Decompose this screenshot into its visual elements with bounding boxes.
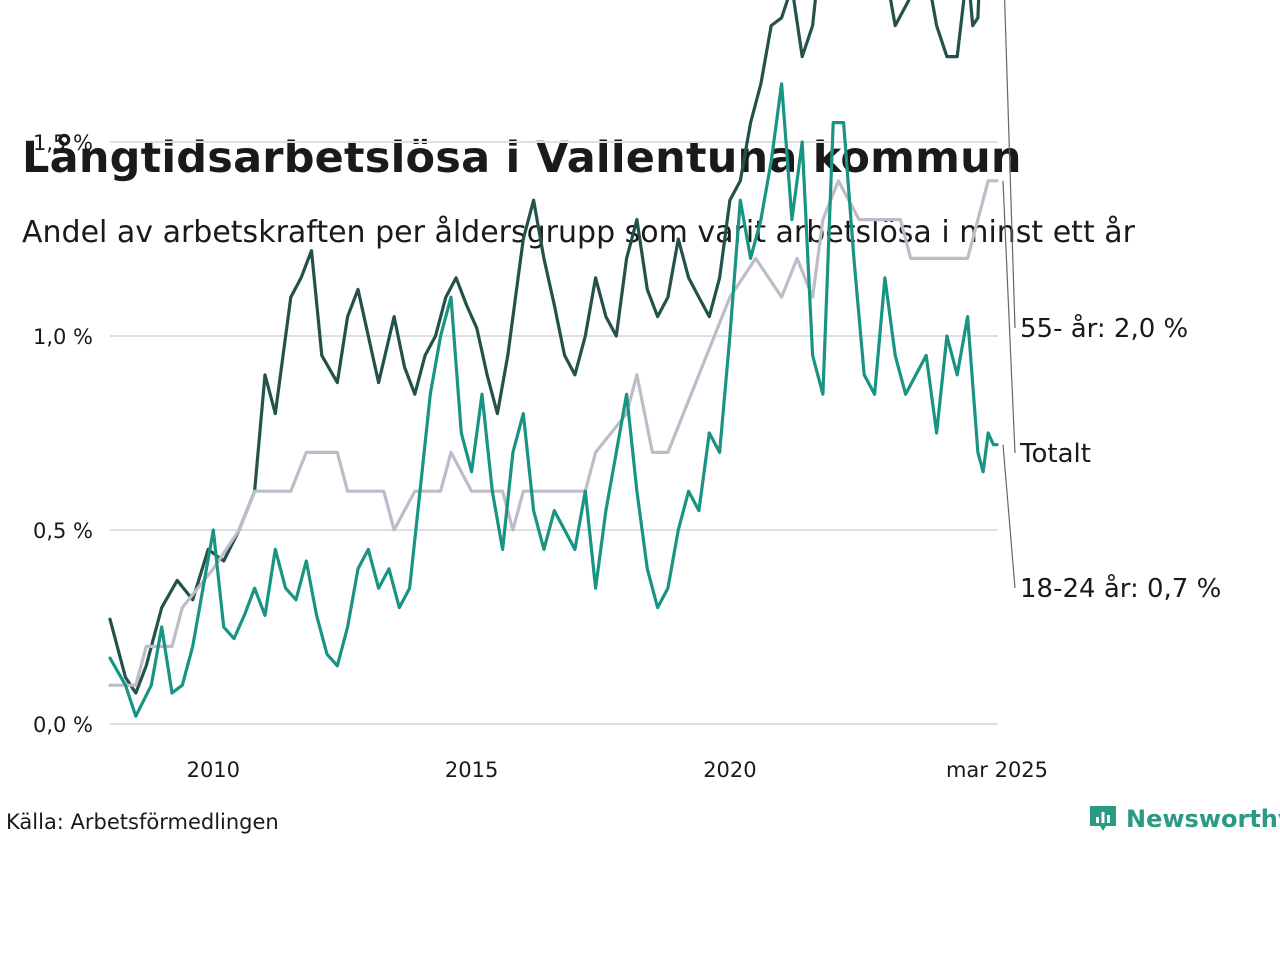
y-tick-label: 1,0 % (33, 325, 93, 349)
line-chart: 0,0 %0,5 %1,0 %1,5 %2,0 % 201020152020ma… (33, 0, 1221, 782)
x-tick-label: mar 2025 (946, 758, 1048, 782)
gridlines (110, 141, 998, 725)
label-leader-line (1002, 180, 1016, 454)
x-tick-label: 2020 (703, 758, 756, 782)
y-tick-label: 0,0 % (33, 713, 93, 737)
x-tick-label: 2010 (187, 758, 240, 782)
x-axis-ticks: 2010 2015 2020 mar 2025 (187, 758, 1048, 782)
chart-subtitle: Andel av arbetskraften per åldersgrupp s… (22, 215, 1135, 250)
series-end-label: 18-24 år: 0,7 % (1020, 573, 1221, 604)
series-end-label: Totalt (1019, 439, 1091, 469)
series-line-teal (108, 82, 999, 718)
series-line-grey (108, 179, 999, 687)
x-tick-label: 2015 (445, 758, 498, 782)
brand-name: Newsworthy (1126, 805, 1280, 833)
bar-chart-logo-icon (1090, 806, 1116, 831)
series-lines (108, 0, 999, 718)
y-tick-label: 0,5 % (33, 519, 93, 543)
series-end-labels: 55- år: 2,0 % Totalt 18-24 år: 0,7 % (1002, 0, 1221, 604)
y-axis-ticks: 0,0 %0,5 %1,0 %1,5 %2,0 % (33, 131, 93, 737)
series-line-dark (108, 0, 981, 695)
label-leader-line (1004, 0, 1016, 329)
y-tick-label: 1,5 % (33, 131, 93, 155)
newsworthy-logo: Newsworthy (1088, 804, 1280, 834)
label-leader-line (1002, 444, 1016, 589)
source-note: Källa: Arbetsförmedlingen (6, 810, 279, 834)
series-end-label: 55- år: 2,0 % (1020, 313, 1188, 344)
